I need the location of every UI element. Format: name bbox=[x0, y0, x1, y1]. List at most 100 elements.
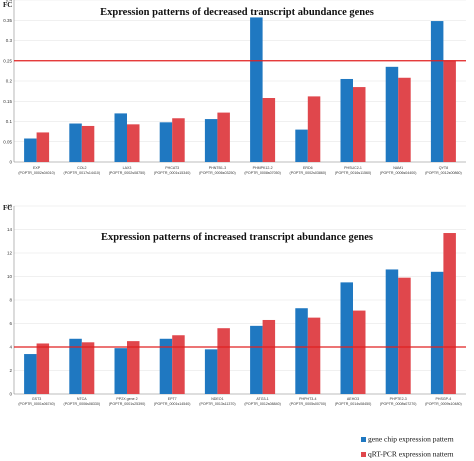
category-id: (POPTR_0014s08450) bbox=[335, 402, 372, 406]
y-tick-label: 0.05 bbox=[3, 139, 12, 144]
category-id: (POPTR_0013s11370) bbox=[199, 402, 235, 406]
bar-chip bbox=[385, 66, 399, 162]
category-label: EPT7 bbox=[168, 397, 177, 401]
bar-pcr bbox=[81, 342, 95, 394]
decreased-genes-chart: 0 0.05 0.1 0.15 0.2 0.25 0.3 0.35 0.4FC Expressio… bbox=[3, 0, 466, 175]
category-label: NDEO1 bbox=[211, 397, 223, 401]
bar-chip bbox=[24, 354, 37, 394]
category-label: PHMPK12-2 bbox=[253, 166, 273, 170]
category-label: GST3 bbox=[32, 397, 41, 401]
category-id: (POPTR_0001s25390) bbox=[109, 402, 146, 406]
bar-chip bbox=[430, 21, 444, 163]
bar-chip bbox=[204, 349, 218, 394]
category-id: (POPTR_0012s00860) bbox=[425, 171, 462, 175]
legend-swatch-pcr bbox=[361, 452, 366, 457]
bar-chip bbox=[159, 122, 173, 162]
y-tick-label: 0.25 bbox=[3, 58, 12, 63]
bar-pcr bbox=[353, 310, 366, 394]
bar-pcr bbox=[127, 341, 140, 394]
legend: gene chip expression pattern qRT-PCR exp… bbox=[361, 435, 454, 459]
bar-chip bbox=[69, 338, 82, 394]
category-label: PHPHT3-4 bbox=[299, 397, 316, 401]
y-axis-label: FC bbox=[3, 1, 12, 9]
bar-pcr bbox=[36, 343, 50, 394]
category-id: (POPTR_0016s11560) bbox=[335, 171, 371, 175]
category-id: (POPTR_0002s04010) bbox=[18, 171, 55, 175]
bar-pcr bbox=[81, 125, 95, 162]
bar-chip bbox=[114, 113, 127, 162]
bar-pcr bbox=[262, 98, 276, 162]
bar-chip bbox=[340, 78, 353, 162]
y-tick-label: 6 bbox=[9, 321, 12, 326]
category-id: (POPTR_0009s10480) bbox=[425, 402, 462, 406]
y-tick-label: 8 bbox=[9, 298, 12, 303]
category-id: (POPTR_0008s07270) bbox=[380, 402, 417, 406]
category-id: (POPTR_0001s14540) bbox=[154, 402, 191, 406]
category-label: PHPTE2-3 bbox=[390, 397, 407, 401]
bar-pcr bbox=[443, 60, 456, 162]
category-id: (POPTR_0006s03250) bbox=[199, 171, 236, 175]
y-tick-label: 0 bbox=[9, 392, 12, 397]
y-tick-label: 14 bbox=[7, 227, 13, 232]
category-id: (POPTR_0001s15340) bbox=[154, 171, 191, 175]
y-tick-label: 0.4 bbox=[6, 0, 13, 3]
category-id: (POPTR_0012s08840) bbox=[244, 402, 281, 406]
category-label: PHNTB1-3 bbox=[209, 166, 226, 170]
category-label: PHCAT3 bbox=[165, 166, 179, 170]
bar-chip bbox=[385, 269, 399, 394]
category-label: ATG3-1 bbox=[256, 397, 268, 401]
bar-pcr bbox=[443, 233, 456, 394]
category-label: PP2X gene 2 bbox=[116, 397, 137, 401]
category-id: (POPTR_0002s08750) bbox=[109, 171, 146, 175]
bar-chip bbox=[69, 123, 82, 162]
category-label: LAX3 bbox=[123, 166, 132, 170]
y-tick-label: 0.15 bbox=[3, 99, 12, 104]
legend-swatch-chip bbox=[361, 437, 366, 442]
bar-chip bbox=[114, 348, 127, 394]
y-tick-label: 0.1 bbox=[6, 119, 13, 124]
category-id: (POPTR_0017s14410) bbox=[64, 171, 101, 175]
y-tick-label: 12 bbox=[7, 251, 13, 256]
bar-pcr bbox=[127, 124, 140, 162]
bar-chip bbox=[430, 271, 444, 394]
category-label: ERD6 bbox=[303, 166, 313, 170]
bar-chip bbox=[159, 338, 173, 394]
bar-pcr bbox=[172, 118, 185, 162]
bar-pcr bbox=[307, 96, 321, 162]
y-tick-label: 0 bbox=[9, 160, 12, 165]
category-label: COL2 bbox=[77, 166, 86, 170]
legend-label-chip: gene chip expression pattern bbox=[368, 435, 454, 444]
category-label: PHSUC2-1 bbox=[344, 166, 362, 170]
bar-chip bbox=[295, 129, 308, 162]
category-id: (POPTR_0001s06740) bbox=[18, 402, 55, 406]
category-label: NTCA bbox=[77, 397, 87, 401]
category-id: (POPTR_0006s04400) bbox=[380, 171, 417, 175]
legend-label-pcr: qRT-PCR expression nattern bbox=[368, 450, 454, 459]
category-label: AEHO3 bbox=[347, 397, 359, 401]
bar-chip bbox=[340, 282, 353, 394]
bar-chip bbox=[204, 119, 218, 162]
bar-pcr bbox=[217, 328, 230, 394]
bar-chip bbox=[250, 17, 263, 162]
category-label: PHSGP-4 bbox=[436, 397, 452, 401]
category-id: (POPTR_0008s07050) bbox=[244, 171, 281, 175]
y-tick-label: 4 bbox=[9, 345, 12, 350]
category-label: NAM1 bbox=[393, 166, 403, 170]
bar-pcr bbox=[398, 277, 411, 394]
bar-pcr bbox=[262, 319, 276, 394]
bar-pcr bbox=[307, 317, 321, 394]
category-id: (POPTR_0002s03860) bbox=[290, 171, 327, 175]
chart-title: Expression patterns of decreased transcr… bbox=[100, 7, 374, 18]
bar-pcr bbox=[353, 87, 366, 162]
y-tick-label: 2 bbox=[9, 368, 12, 373]
bar-pcr bbox=[36, 132, 50, 162]
category-id: (POPTR_0005s00700) bbox=[290, 402, 327, 406]
category-id: (POPTR_0006s08330) bbox=[64, 402, 101, 406]
bar-chip bbox=[250, 325, 263, 394]
y-tick-label: 10 bbox=[7, 274, 13, 279]
bar-pcr bbox=[217, 112, 230, 162]
category-label: EXP bbox=[33, 166, 41, 170]
y-tick-label: 0.3 bbox=[6, 38, 13, 43]
